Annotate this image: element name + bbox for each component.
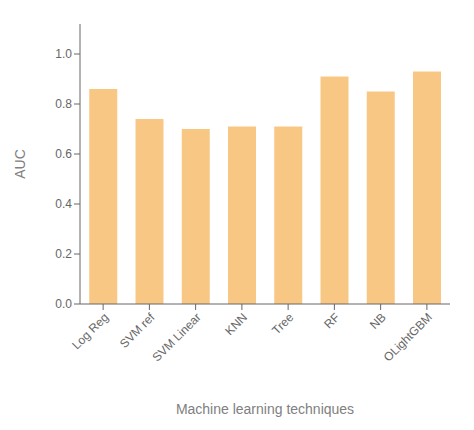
- svg-text:0.4: 0.4: [55, 197, 72, 211]
- svg-text:Machine learning techniques: Machine learning techniques: [176, 401, 354, 417]
- svg-text:AUC: AUC: [12, 149, 28, 179]
- svg-text:SVM Linear: SVM Linear: [150, 310, 204, 364]
- svg-text:RF: RF: [321, 310, 342, 331]
- svg-text:0.8: 0.8: [55, 97, 72, 111]
- svg-text:KNN: KNN: [222, 310, 250, 338]
- svg-text:0.6: 0.6: [55, 147, 72, 161]
- svg-text:SVM ref: SVM ref: [117, 310, 158, 351]
- svg-text:1.0: 1.0: [55, 47, 72, 61]
- svg-text:0.2: 0.2: [55, 247, 72, 261]
- svg-text:OLightGBM: OLightGBM: [381, 310, 435, 364]
- svg-text:NB: NB: [367, 310, 389, 332]
- svg-text:Tree: Tree: [269, 310, 296, 337]
- svg-text:0.0: 0.0: [55, 297, 72, 311]
- svg-text:Log Reg: Log Reg: [69, 310, 111, 352]
